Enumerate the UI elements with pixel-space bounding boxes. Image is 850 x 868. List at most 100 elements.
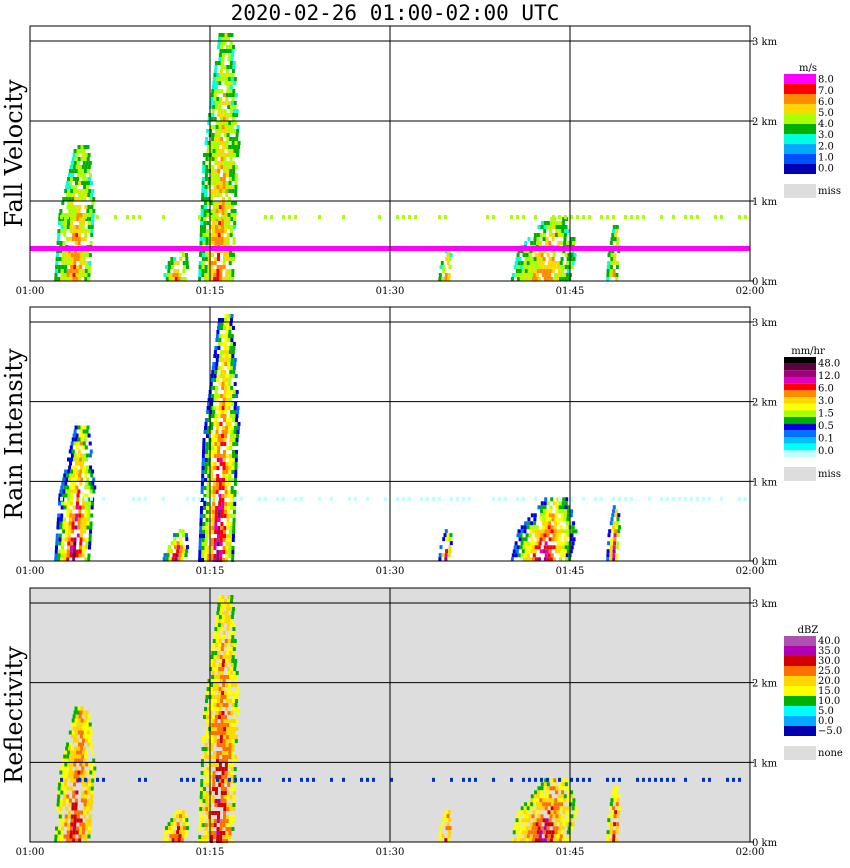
y-tick-label: 0 km — [752, 557, 778, 568]
echo-pixel — [227, 506, 230, 510]
echo-pixel — [64, 818, 68, 823]
echo-pixel — [225, 454, 229, 458]
echo-pixel — [216, 181, 220, 185]
echo-pixel — [58, 493, 62, 498]
echo-pixel — [532, 822, 536, 827]
echo-pixel — [573, 814, 577, 819]
echo-pixel — [58, 818, 62, 823]
echo-pixel — [233, 494, 237, 498]
clutter-dash — [300, 777, 303, 782]
echo-pixel — [201, 835, 205, 839]
echo-pixel — [221, 434, 224, 438]
echo-pixel — [221, 482, 225, 486]
echo-pixel — [230, 225, 233, 229]
echo-pixel — [232, 366, 236, 370]
echo-pixel — [544, 806, 548, 811]
echo-pixel — [566, 818, 570, 823]
echo-pixel — [76, 497, 80, 502]
echo-pixel — [224, 763, 228, 767]
echo-pixel — [178, 553, 182, 558]
echo-pixel — [231, 759, 234, 763]
echo-pixel — [233, 715, 236, 719]
echo-pixel — [57, 269, 61, 273]
echo-pixel — [617, 513, 621, 518]
echo-pixel — [83, 746, 87, 751]
echo-pixel — [566, 269, 570, 273]
echo-pixel — [209, 486, 213, 490]
echo-pixel — [71, 489, 75, 494]
echo-pixel — [55, 261, 59, 265]
echo-pixel — [550, 553, 554, 558]
echo-pixel — [565, 525, 569, 530]
clutter-dash — [438, 496, 441, 501]
echo-pixel — [86, 521, 90, 526]
echo-pixel — [537, 786, 541, 791]
echo-pixel — [201, 542, 205, 546]
echo-pixel — [229, 109, 233, 113]
echo-5 — [510, 778, 578, 843]
echo-pixel — [231, 257, 235, 261]
echo-pixel — [439, 265, 443, 269]
echo-pixel — [179, 818, 183, 823]
echo-pixel — [88, 734, 92, 739]
echo-pixel — [549, 265, 553, 269]
clutter-dash — [240, 777, 243, 782]
echo-pixel — [226, 418, 229, 422]
echo-pixel — [225, 735, 229, 739]
echo-pixel — [211, 719, 215, 723]
echo-pixel — [549, 786, 553, 791]
echo-pixel — [616, 822, 620, 827]
echo-pixel — [219, 538, 223, 542]
echo-pixel — [209, 775, 213, 779]
echo-6 — [606, 786, 621, 843]
echo-pixel — [224, 643, 228, 647]
echo-pixel — [228, 474, 232, 478]
echo-pixel — [75, 553, 79, 558]
echo-pixel — [57, 553, 61, 558]
echo-pixel — [84, 205, 88, 209]
echo-pixel — [564, 229, 568, 233]
echo-pixel — [219, 177, 223, 181]
colorbar-swatch — [784, 686, 816, 696]
clutter-dash — [420, 496, 423, 501]
echo-pixel — [69, 225, 73, 229]
echo-pixel — [566, 830, 570, 835]
echo-pixel — [80, 477, 84, 482]
echo-pixel — [556, 497, 560, 502]
x-tick-label: 01:30 — [376, 286, 405, 297]
echo-pixel — [228, 374, 232, 378]
echo-pixel — [74, 185, 78, 189]
echo-pixel — [177, 826, 180, 831]
echo-pixel — [227, 338, 231, 342]
echo-pixel — [560, 233, 564, 237]
echo-pixel — [529, 806, 533, 811]
echo-pixel — [76, 217, 80, 221]
echo-pixel — [77, 810, 81, 815]
echo-pixel — [225, 546, 229, 550]
echo-pixel — [234, 755, 238, 759]
echo-pixel — [228, 350, 232, 354]
echo-pixel — [220, 607, 223, 611]
echo-pixel — [74, 746, 78, 751]
echo-pixel — [555, 786, 559, 791]
echo-pixel — [183, 545, 186, 550]
echo-pixel — [212, 663, 216, 667]
echo-pixel — [540, 838, 544, 843]
echo-pixel — [77, 477, 81, 482]
echo-pixel — [216, 831, 220, 835]
echo-pixel — [89, 529, 93, 534]
echo-pixel — [216, 474, 220, 478]
echo-pixel — [552, 786, 556, 791]
echo-pixel — [610, 541, 614, 546]
echo-pixel — [227, 615, 231, 619]
echo-pixel — [90, 786, 94, 791]
echo-pixel — [545, 517, 549, 522]
echo-pixel — [214, 414, 218, 418]
echo-pixel — [231, 558, 235, 562]
echo-pixel — [610, 822, 614, 827]
echo-pixel — [611, 529, 615, 534]
echo-pixel — [438, 277, 442, 281]
echo-pixel — [81, 433, 85, 438]
echo-pixel — [87, 509, 91, 514]
